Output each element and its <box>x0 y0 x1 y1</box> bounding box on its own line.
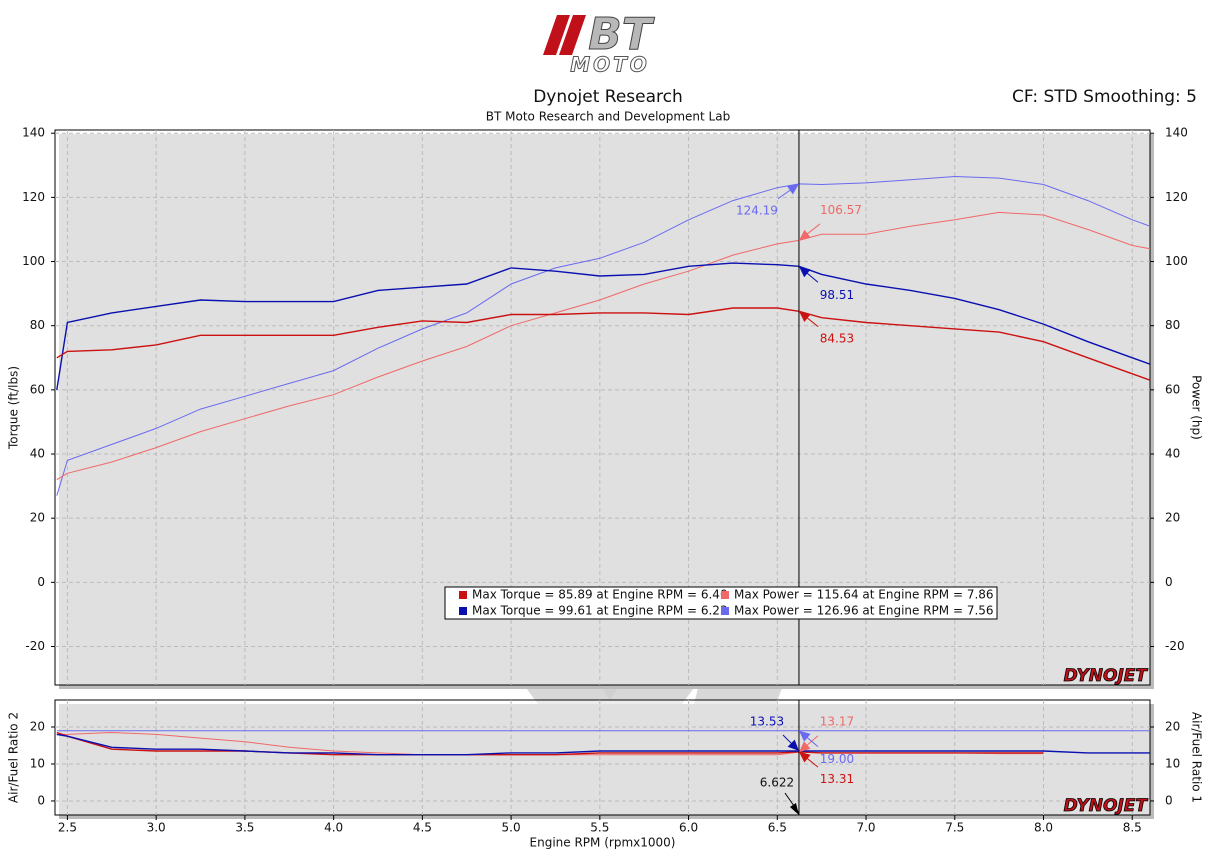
x-tick-label: 4.0 <box>324 821 343 835</box>
readout-arrowhead <box>787 739 799 751</box>
readout-arrowhead <box>798 741 811 753</box>
y2-axis-label: Power (hp) <box>1190 375 1204 440</box>
y2-tick-label: 0 <box>1165 575 1173 589</box>
y-tick-label: 20 <box>30 719 45 733</box>
y-tick-label: 0 <box>37 793 45 807</box>
y-tick-label: 140 <box>22 126 45 140</box>
readout-label: 13.53 <box>750 714 784 728</box>
y-tick-label: 20 <box>30 511 45 525</box>
y-tick-label: 60 <box>30 382 45 396</box>
y-tick-label: 100 <box>22 254 45 268</box>
legend-swatch <box>721 607 729 615</box>
readout-label: 19.00 <box>820 752 854 766</box>
readout-label: 106.57 <box>820 203 862 217</box>
y-tick-label: 80 <box>30 318 45 332</box>
y2-tick-label: 140 <box>1165 126 1188 140</box>
series-line <box>56 211 1151 481</box>
readout-label: 84.53 <box>820 332 854 346</box>
y2-tick-label: 20 <box>1165 511 1180 525</box>
series-line <box>56 307 1151 381</box>
x-tick-label: 6.0 <box>679 821 698 835</box>
readout-arrowhead <box>787 183 799 195</box>
y-tick-label: 40 <box>30 447 45 461</box>
series-line <box>56 262 1151 391</box>
cursor-x-arrowhead <box>789 803 799 815</box>
y2-tick-label: 20 <box>1165 719 1180 733</box>
plot-area <box>54 699 1151 816</box>
x-tick-label: 5.0 <box>502 821 521 835</box>
x-tick-label: 5.5 <box>590 821 609 835</box>
readout-label: 124.19 <box>736 203 778 217</box>
y-axis-label: Torque (ft/lbs) <box>7 366 21 450</box>
x-tick-label: 3.0 <box>147 821 166 835</box>
readout-arrowhead <box>798 229 811 241</box>
legend-swatch <box>459 607 467 615</box>
y-tick-label: 0 <box>37 575 45 589</box>
chart-title: Dynojet Research <box>533 87 683 107</box>
x-tick-label: 7.0 <box>856 821 875 835</box>
x-axis-label: Engine RPM (rpmx1000) <box>530 836 676 850</box>
logo-main: BT <box>588 9 655 60</box>
logo-sub: MOTO <box>570 53 650 77</box>
x-tick-label: 8.0 <box>1034 821 1053 835</box>
x-tick-label: 7.5 <box>945 821 964 835</box>
series-line <box>56 731 1044 756</box>
legend-swatch <box>459 591 467 599</box>
y-tick-label: 120 <box>22 190 45 204</box>
readout-arrowhead <box>798 266 811 278</box>
y-tick-label: -20 <box>25 639 45 653</box>
x-tick-label: 2.5 <box>58 821 77 835</box>
readout-arrowhead <box>798 751 811 763</box>
legend-label: Max Torque = 85.89 at Engine RPM = 6.40 <box>472 588 728 602</box>
x-tick-label: 4.5 <box>413 821 432 835</box>
readout-arrowhead <box>798 311 811 322</box>
x-tick-label: 8.5 <box>1123 821 1142 835</box>
y2-axis-label: Air/Fuel Ratio 1 <box>1190 712 1204 803</box>
x-tick-label: 6.5 <box>768 821 787 835</box>
x-tick-label: 3.5 <box>235 821 254 835</box>
y2-tick-label: 100 <box>1165 254 1188 268</box>
series-line <box>56 733 1150 756</box>
brand-logo: DYNOJET <box>1064 796 1149 816</box>
y2-tick-label: 80 <box>1165 318 1180 332</box>
readout-label: 98.51 <box>820 288 854 302</box>
y2-tick-label: 0 <box>1165 793 1173 807</box>
legend-label: Max Torque = 99.61 at Engine RPM = 6.23 <box>472 604 728 618</box>
legend-swatch <box>721 591 729 599</box>
chart-subtitle: BT Moto Research and Development Lab <box>486 110 730 124</box>
legend-label: Max Power = 115.64 at Engine RPM = 7.86 <box>734 588 994 602</box>
y2-tick-label: 120 <box>1165 190 1188 204</box>
settings-label: CF: STD Smoothing: 5 <box>1012 87 1197 107</box>
readout-arrowhead <box>798 730 811 742</box>
readout-label: 13.17 <box>820 715 854 729</box>
y2-tick-label: 10 <box>1165 756 1180 770</box>
y-tick-label: 10 <box>30 756 45 770</box>
brand-logo: DYNOJET <box>1064 666 1149 686</box>
y2-tick-label: -20 <box>1165 639 1185 653</box>
readout-label: 13.31 <box>820 772 854 786</box>
y-axis-label: Air/Fuel Ratio 2 <box>7 712 21 803</box>
logo: BT MOTO <box>543 9 655 77</box>
y2-tick-label: 40 <box>1165 447 1180 461</box>
cursor-x-label: 6.622 <box>760 776 794 790</box>
series-line <box>56 175 1151 496</box>
legend-label: Max Power = 126.96 at Engine RPM = 7.56 <box>734 604 994 618</box>
y2-tick-label: 60 <box>1165 382 1180 396</box>
